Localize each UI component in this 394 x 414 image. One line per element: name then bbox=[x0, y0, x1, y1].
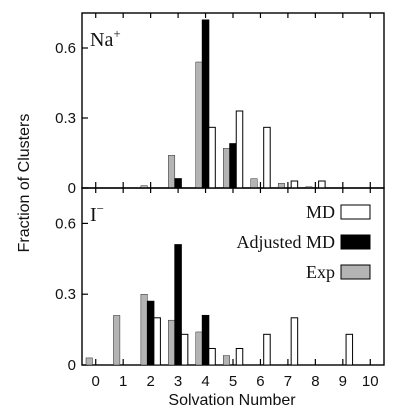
ion-charge: − bbox=[97, 201, 104, 216]
bar-exp bbox=[168, 320, 175, 365]
y-tick-label: 0 bbox=[68, 357, 76, 374]
bar-adjusted-md bbox=[202, 315, 209, 365]
x-tick-label: 5 bbox=[229, 373, 237, 390]
x-tick-label: 9 bbox=[339, 373, 347, 390]
x-tick-label: 3 bbox=[174, 373, 182, 390]
bar-exp bbox=[278, 183, 285, 188]
x-tick-label: 1 bbox=[119, 373, 127, 390]
bar-md bbox=[264, 127, 271, 188]
ion-symbol: Na bbox=[90, 29, 113, 51]
y-tick-label: 0.3 bbox=[55, 286, 76, 303]
bar-md bbox=[209, 348, 216, 365]
y-tick-label: 0 bbox=[68, 180, 76, 197]
bar-md bbox=[346, 334, 353, 365]
x-tick-label: 6 bbox=[256, 373, 264, 390]
bar-md bbox=[291, 318, 298, 365]
bar-exp bbox=[196, 62, 203, 188]
bar-md bbox=[236, 111, 243, 188]
bar-adjusted-md bbox=[202, 20, 209, 188]
bar-adjusted-md bbox=[175, 245, 182, 365]
ion-symbol: I bbox=[90, 204, 97, 226]
bar-exp bbox=[141, 294, 148, 365]
bar-md bbox=[236, 348, 243, 365]
bar-md bbox=[264, 334, 271, 365]
ion-label: I− bbox=[90, 201, 104, 226]
legend-label: MD bbox=[306, 202, 335, 222]
ion-label: Na+ bbox=[90, 26, 121, 51]
legend-swatch bbox=[341, 205, 370, 219]
ion-charge: + bbox=[113, 26, 120, 41]
y-axis-label: Fraction of Clusters bbox=[16, 114, 33, 253]
bar-md bbox=[181, 334, 188, 365]
bar-md bbox=[291, 181, 298, 188]
legend-label: Adjusted MD bbox=[237, 232, 336, 252]
panel-frame bbox=[82, 188, 384, 365]
x-tick-label: 0 bbox=[92, 373, 100, 390]
x-tick-label: 7 bbox=[284, 373, 292, 390]
bar-exp bbox=[113, 315, 120, 365]
bar-md bbox=[319, 181, 326, 188]
bar-exp bbox=[223, 148, 230, 188]
bar-exp bbox=[251, 179, 258, 188]
y-tick-label: 0.3 bbox=[55, 110, 76, 127]
x-tick-label: 10 bbox=[362, 373, 379, 390]
legend: MD Adjusted MD Exp bbox=[237, 202, 371, 282]
x-tick-label: 2 bbox=[146, 373, 154, 390]
x-tick-label: 4 bbox=[201, 373, 209, 390]
bar-exp bbox=[223, 356, 230, 365]
y-tick-label: 0.6 bbox=[55, 215, 76, 232]
panel-top: 0 0.3 0.6 Na+ bbox=[55, 13, 384, 197]
bar-exp bbox=[168, 155, 175, 188]
legend-label: Exp bbox=[306, 262, 335, 282]
legend-swatch bbox=[341, 235, 370, 249]
plot-area: 00.30.6Na+00.30.6I−012345678910MDAdjuste… bbox=[55, 13, 384, 390]
y-tick-label: 0.6 bbox=[55, 40, 76, 57]
x-tick-label: 8 bbox=[311, 373, 319, 390]
bar-md bbox=[154, 318, 161, 365]
bar-adjusted-md bbox=[147, 301, 154, 365]
legend-swatch bbox=[341, 265, 370, 279]
x-axis-label: Solvation Number bbox=[168, 392, 296, 409]
bar-exp bbox=[196, 332, 203, 365]
bar-adjusted-md bbox=[175, 179, 182, 188]
bar-adjusted-md bbox=[230, 144, 237, 188]
bar-exp bbox=[86, 358, 93, 365]
bar-md bbox=[209, 127, 216, 188]
